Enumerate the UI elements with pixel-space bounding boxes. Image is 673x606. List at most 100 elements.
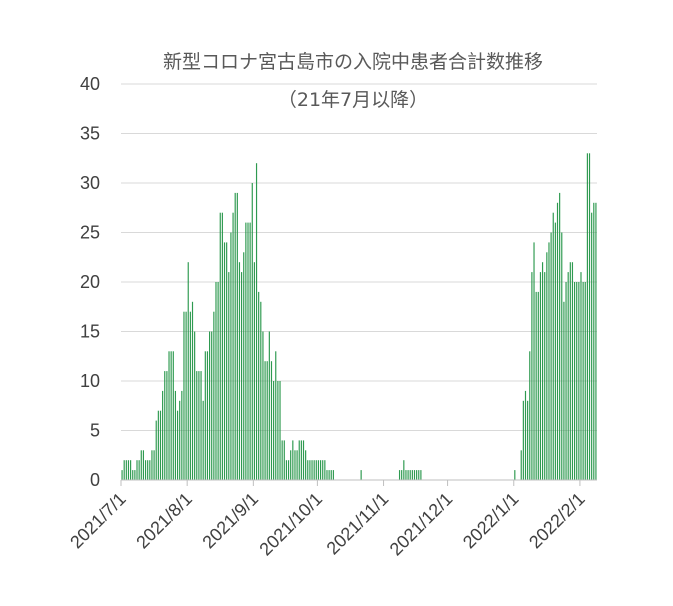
bar: [236, 192, 238, 480]
bar: [586, 153, 588, 481]
bar: [183, 311, 185, 480]
bar: [546, 252, 548, 480]
bar: [217, 282, 219, 480]
bar: [398, 470, 401, 480]
bar: [170, 351, 172, 480]
x-tick-label: 2022/2/1: [525, 489, 589, 553]
bar: [181, 390, 183, 480]
bar: [273, 381, 275, 480]
bar: [281, 440, 283, 480]
bar: [132, 470, 134, 480]
bar: [157, 410, 159, 480]
bar: [294, 450, 296, 480]
bar: [559, 192, 561, 480]
bar: [234, 192, 236, 480]
bar: [420, 470, 422, 480]
bar: [550, 232, 552, 480]
chart-title: 新型コロナ宮古島市の入院中患者合計数推移: [163, 51, 543, 73]
bar: [255, 163, 258, 480]
bar: [283, 440, 285, 480]
bar: [578, 282, 580, 480]
bar: [140, 450, 142, 480]
bar: [247, 222, 249, 480]
bar: [198, 371, 200, 480]
bar: [539, 272, 542, 480]
y-tick-label: 35: [80, 124, 100, 144]
bar: [251, 183, 253, 480]
bar: [330, 470, 332, 480]
bar: [413, 470, 416, 480]
bar: [164, 371, 166, 480]
bar: [264, 361, 266, 480]
y-tick-label: 20: [80, 272, 100, 292]
y-tick-label: 40: [80, 74, 100, 94]
bar: [411, 470, 413, 480]
x-tick-label: 2022/1/1: [459, 489, 523, 553]
bar: [582, 282, 584, 480]
bar: [162, 390, 164, 480]
bar: [535, 291, 537, 480]
bar: [527, 400, 529, 480]
bar: [176, 410, 179, 480]
gridlines: [121, 83, 597, 431]
bar: [127, 460, 130, 480]
bar: [155, 420, 157, 480]
bar: [552, 212, 554, 480]
bar: [290, 450, 292, 480]
bar: [232, 212, 234, 480]
bar: [567, 272, 569, 480]
bar: [556, 202, 559, 481]
y-tick-label: 15: [80, 322, 100, 342]
bar: [194, 331, 196, 480]
x-tick-label: 2021/12/1: [386, 489, 457, 560]
bar: [213, 311, 215, 480]
bar: [136, 460, 138, 480]
bar: [149, 460, 151, 480]
bar: [313, 460, 315, 480]
bar: [206, 351, 209, 480]
x-axis-ticks: 2021/7/1 2021/8/1 2021/9/12021/10/12021/11…: [66, 480, 589, 559]
bar: [209, 331, 211, 480]
bar: [130, 460, 132, 480]
bar: [166, 371, 168, 480]
bar: [202, 400, 204, 480]
bar: [187, 262, 189, 480]
bar: [253, 262, 255, 480]
bar: [407, 470, 409, 480]
bar: [328, 470, 330, 480]
bar: [302, 440, 305, 480]
bar: [319, 460, 322, 480]
bar: [168, 351, 170, 480]
bar: [196, 371, 198, 480]
bar: [228, 272, 230, 480]
bar: [147, 460, 149, 480]
bar: [249, 222, 251, 480]
bar: [403, 460, 405, 480]
bar: [125, 460, 127, 480]
bar: [221, 212, 223, 480]
bar: [287, 460, 290, 480]
bar: [591, 212, 593, 480]
chart-subtitle: （21年7月以降）: [278, 89, 428, 111]
bar: [144, 460, 147, 480]
bar: [401, 470, 403, 480]
x-tick-label: 2021/9/1: [198, 489, 262, 553]
bar: [324, 460, 326, 480]
bar: [588, 153, 591, 481]
bar: [309, 460, 311, 480]
bar: [230, 232, 232, 480]
bar: [275, 351, 277, 480]
bar: [569, 262, 571, 480]
bar: [317, 460, 320, 480]
bar: [548, 242, 550, 480]
bar: [576, 282, 578, 480]
x-tick-label: 2021/7/1: [66, 489, 130, 553]
bar: [315, 460, 317, 480]
bar: [268, 331, 270, 480]
bar: [121, 470, 123, 480]
x-tick-label: 2021/10/1: [255, 489, 326, 560]
bar: [514, 470, 516, 480]
bar: [311, 460, 313, 480]
bar: [226, 242, 228, 480]
